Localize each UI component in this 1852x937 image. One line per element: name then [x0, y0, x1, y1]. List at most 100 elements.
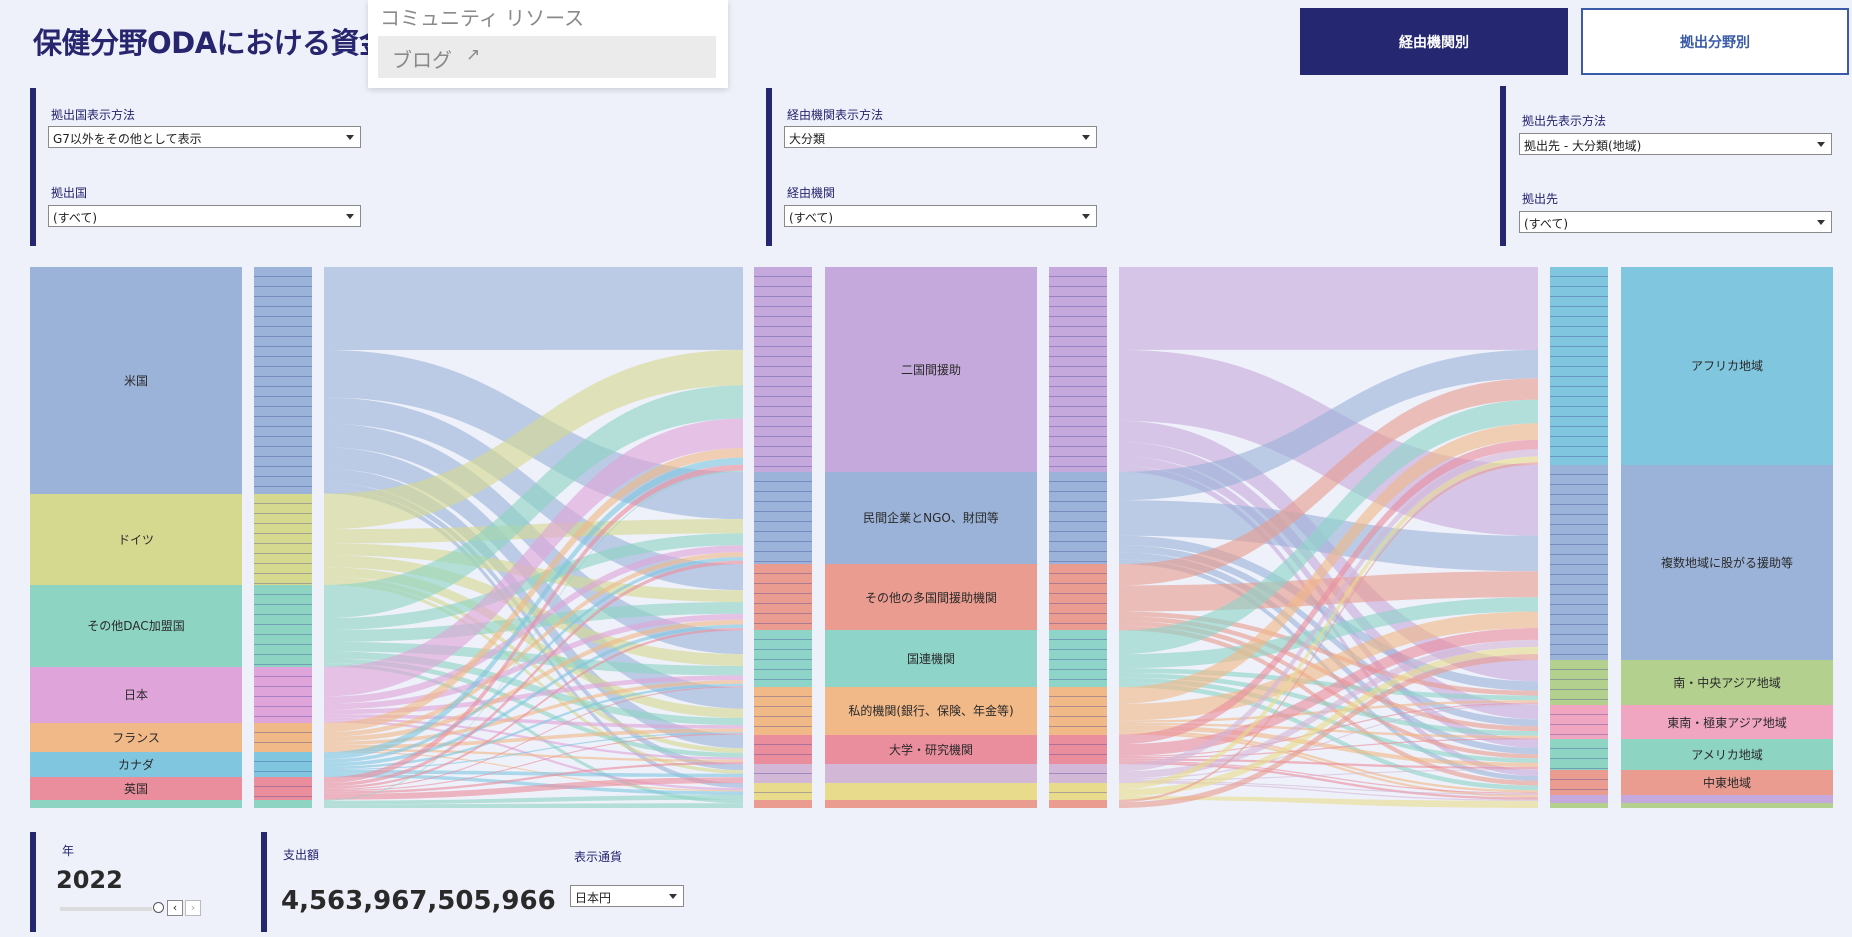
donor-channel-flow[interactable]: [324, 448, 743, 733]
channel-recipient-flow[interactable]: [1119, 700, 1538, 723]
channel-recipient-flow[interactable]: [1119, 702, 1538, 758]
recipient-node[interactable]: アメリカ地域: [1621, 739, 1833, 771]
donor-channel-flow[interactable]: [324, 658, 743, 758]
recipient-node[interactable]: 複数地域に股がる援助等: [1621, 464, 1833, 661]
donor-channel-flow[interactable]: [324, 545, 743, 704]
channel-recipient-flow[interactable]: [1119, 378, 1538, 586]
channel-recipient-flow[interactable]: [1119, 465, 1538, 777]
recipient-node[interactable]: アフリカ地域: [1621, 267, 1833, 465]
channel-recipient-flow[interactable]: [1119, 729, 1538, 793]
recipient-node[interactable]: 中東地域: [1621, 770, 1833, 795]
channel-recipient-flow[interactable]: [1119, 761, 1538, 800]
donor-channel-flow[interactable]: [324, 714, 743, 729]
channel-recipient-flow[interactable]: [1119, 597, 1538, 669]
donor-channel-flow[interactable]: [324, 397, 743, 591]
channel-node[interactable]: [825, 764, 1037, 784]
channel-node[interactable]: その他の多国間援助機関: [825, 564, 1037, 631]
channel-recipient-flow[interactable]: [1119, 349, 1538, 501]
donor-channel-flow[interactable]: [324, 675, 743, 715]
donor-channel-flow[interactable]: [324, 803, 743, 808]
channel-recipient-flow[interactable]: [1119, 456, 1538, 748]
donor-channel-flow[interactable]: [324, 624, 743, 767]
channel-recipient-flow[interactable]: [1119, 668, 1538, 701]
next-year-button[interactable]: ›: [185, 900, 201, 916]
channel-recipient-flow[interactable]: [1119, 552, 1538, 755]
channel-recipient-flow[interactable]: [1119, 545, 1538, 727]
donor-channel-flow[interactable]: [324, 560, 743, 787]
donor-channel-flow[interactable]: [324, 773, 743, 795]
donor-channel-flow[interactable]: [324, 468, 743, 749]
channel-recipient-flow[interactable]: [1119, 769, 1538, 781]
channel-recipient-flow[interactable]: [1119, 628, 1538, 756]
channel-recipient-flow[interactable]: [1119, 611, 1538, 696]
donor-node[interactable]: ドイツ: [30, 493, 242, 585]
donor-channel-flow[interactable]: [324, 733, 743, 792]
channel-recipient-flow[interactable]: [1119, 500, 1538, 572]
slider-handle[interactable]: [153, 902, 164, 913]
channel-recipient-flow[interactable]: [1119, 722, 1538, 739]
donor-channel-flow[interactable]: [324, 567, 743, 719]
donor-channel-flow[interactable]: [324, 794, 743, 805]
channel-node[interactable]: 私的機関(銀行、保険、年金等): [825, 687, 1037, 735]
channel-recipient-flow[interactable]: [1119, 456, 1538, 790]
donor-node[interactable]: その他DAC加盟国: [30, 584, 242, 667]
channel-recipient-flow[interactable]: [1119, 673, 1538, 736]
donor-channel-flow[interactable]: [324, 581, 743, 774]
donor-channel-flow[interactable]: [324, 464, 743, 784]
channel-recipient-flow[interactable]: [1119, 625, 1538, 786]
year-slider[interactable]: [60, 907, 152, 911]
channel-recipient-flow[interactable]: [1119, 449, 1538, 772]
donor-channel-flow[interactable]: [324, 447, 743, 709]
channel-recipient-flow[interactable]: [1119, 725, 1538, 767]
donor-node[interactable]: 英国: [30, 777, 242, 800]
donor-channel-flow[interactable]: [324, 482, 743, 771]
donor-channel-flow[interactable]: [324, 519, 743, 544]
channel-recipient-flow[interactable]: [1119, 620, 1538, 759]
donor-channel-flow[interactable]: [324, 680, 743, 746]
donor-channel-flow[interactable]: [324, 686, 743, 791]
tab-by-channel[interactable]: 経由機関別: [1300, 8, 1568, 75]
channel-recipient-flow[interactable]: [1119, 760, 1538, 794]
channel-recipient-flow[interactable]: [1119, 647, 1538, 797]
menu-item-community-resources[interactable]: コミュニティ リソース: [380, 6, 585, 30]
donor-channel-flow[interactable]: [324, 728, 743, 749]
recipient-display-select[interactable]: 拠出先 - 大分類(地域): [1519, 133, 1832, 155]
recipient-node[interactable]: [1621, 803, 1833, 808]
channel-recipient-flow[interactable]: [1119, 780, 1538, 795]
donor-channel-flow[interactable]: [324, 717, 743, 760]
channel-recipient-flow[interactable]: [1119, 462, 1538, 803]
channel-recipient-flow[interactable]: [1119, 571, 1538, 612]
donor-channel-flow[interactable]: [324, 770, 743, 778]
donor-channel-flow[interactable]: [324, 470, 743, 801]
donor-node[interactable]: 米国: [30, 267, 242, 494]
donor-channel-flow[interactable]: [324, 602, 743, 642]
donor-channel-flow[interactable]: [324, 720, 743, 791]
channel-recipient-flow[interactable]: [1119, 349, 1538, 536]
donor-channel-flow[interactable]: [324, 267, 743, 351]
donor-channel-flow[interactable]: [324, 761, 743, 794]
donor-channel-flow[interactable]: [324, 543, 743, 603]
channel-display-select[interactable]: 大分類: [784, 126, 1097, 148]
donor-channel-flow[interactable]: [324, 349, 743, 530]
menu-item-blog[interactable]: ブログ ↗: [378, 36, 716, 78]
donor-channel-flow[interactable]: [324, 641, 743, 676]
donor-channel-flow[interactable]: [324, 533, 743, 631]
donor-node[interactable]: フランス: [30, 722, 242, 753]
donor-node[interactable]: 日本: [30, 666, 242, 723]
channel-recipient-flow[interactable]: [1119, 442, 1538, 720]
channel-recipient-flow[interactable]: [1119, 616, 1538, 732]
channel-node[interactable]: 大学・研究機関: [825, 734, 1037, 765]
donor-channel-flow[interactable]: [324, 619, 743, 742]
channel-select[interactable]: (すべて): [784, 205, 1097, 227]
recipient-select[interactable]: (すべて): [1519, 211, 1832, 233]
channel-recipient-flow[interactable]: [1119, 439, 1538, 745]
currency-select[interactable]: 日本円: [570, 885, 684, 907]
donor-node[interactable]: カナダ: [30, 752, 242, 778]
donor-select[interactable]: (すべて): [48, 205, 361, 227]
donor-channel-flow[interactable]: [324, 488, 743, 788]
donor-channel-flow[interactable]: [324, 557, 743, 763]
channel-recipient-flow[interactable]: [1119, 611, 1538, 721]
donor-channel-flow[interactable]: [324, 350, 743, 520]
channel-recipient-flow[interactable]: [1119, 732, 1538, 798]
donor-channel-flow[interactable]: [324, 651, 743, 726]
